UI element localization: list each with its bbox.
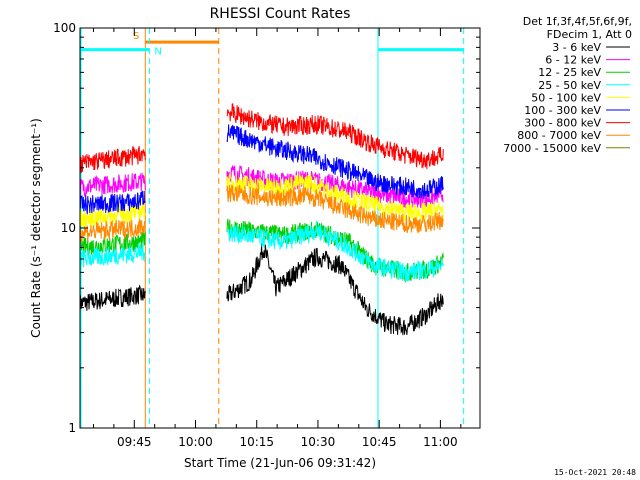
marker-label: S	[133, 31, 139, 42]
series-line-7	[79, 183, 444, 243]
footer-date: 15-Oct-2021 20:48	[554, 468, 636, 477]
legend-label: 100 - 300 keV	[524, 104, 601, 117]
x-tick-label: 10:30	[301, 435, 336, 449]
legend-label: 3 - 6 keV	[552, 41, 601, 54]
x-tick-label: 10:00	[178, 435, 213, 449]
series-line-1	[79, 164, 444, 209]
legend-label: 6 - 12 keV	[545, 54, 601, 67]
x-tick-label: 10:15	[239, 435, 274, 449]
series-line-2	[79, 218, 444, 284]
legend-label: 7000 - 15000 keV	[503, 142, 601, 155]
series-line-6	[79, 103, 444, 173]
x-tick-label: 11:00	[423, 435, 458, 449]
legend-label: 800 - 7000 keV	[517, 129, 601, 142]
series-line-5	[79, 124, 444, 215]
y-tick-label: 10	[61, 221, 76, 235]
legend-label: 12 - 25 keV	[538, 66, 601, 79]
x-axis-label: Start Time (21-Jun-06 09:31:42)	[184, 456, 376, 470]
legend-label: 50 - 100 keV	[531, 91, 601, 104]
series-line-0	[79, 243, 444, 336]
axes: 09:45 10:00 10:15 10:30 10:45 11:00 1 10 100	[53, 21, 480, 449]
marker-segment-2	[377, 28, 465, 428]
legend-label: 300 - 800 keV	[524, 117, 601, 130]
x-tick-label: 09:45	[117, 435, 152, 449]
y-tick-label: 100	[53, 21, 76, 35]
marker-label: N	[154, 47, 161, 58]
series-line-3	[79, 220, 444, 282]
legend-header-2: FDecim 1, Att 0	[547, 28, 632, 41]
marker-S: S	[133, 28, 220, 428]
legend-label: 25 - 50 keV	[538, 79, 601, 92]
plot-area: SN	[79, 28, 465, 428]
y-axis-label: Count Rate (s⁻¹ detector segment⁻¹)	[29, 118, 43, 338]
chart-title: RHESSI Count Rates	[210, 6, 351, 22]
marker-N: N	[80, 28, 162, 428]
legend-header-1: Det 1f,3f,4f,5f,6f,9f,	[523, 15, 632, 28]
y-tick-label: 1	[68, 421, 76, 435]
legend: Det 1f,3f,4f,5f,6f,9f, FDecim 1, Att 0 3…	[503, 15, 632, 155]
x-tick-label: 10:45	[362, 435, 397, 449]
